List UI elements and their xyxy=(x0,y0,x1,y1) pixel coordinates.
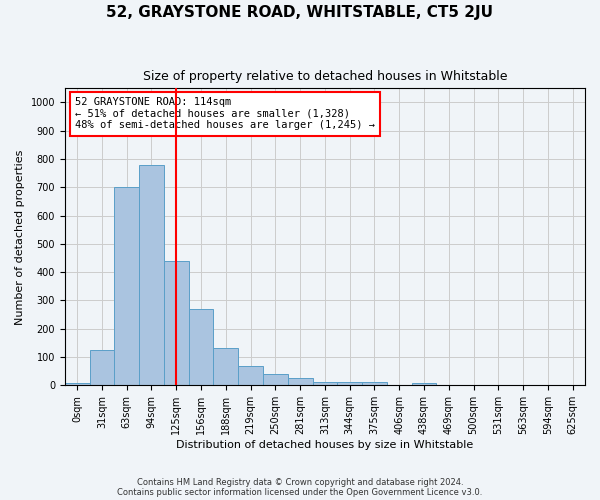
Bar xyxy=(139,164,164,386)
Bar xyxy=(313,382,337,386)
X-axis label: Distribution of detached houses by size in Whitstable: Distribution of detached houses by size … xyxy=(176,440,473,450)
Text: 52, GRAYSTONE ROAD, WHITSTABLE, CT5 2JU: 52, GRAYSTONE ROAD, WHITSTABLE, CT5 2JU xyxy=(107,5,493,20)
Y-axis label: Number of detached properties: Number of detached properties xyxy=(15,149,25,324)
Bar xyxy=(238,366,263,386)
Bar xyxy=(65,383,89,386)
Bar xyxy=(214,348,238,386)
Bar xyxy=(362,382,387,386)
Bar xyxy=(263,374,288,386)
Bar xyxy=(115,188,139,386)
Text: 52 GRAYSTONE ROAD: 114sqm
← 51% of detached houses are smaller (1,328)
48% of se: 52 GRAYSTONE ROAD: 114sqm ← 51% of detac… xyxy=(75,97,375,130)
Bar xyxy=(89,350,115,386)
Text: Contains HM Land Registry data © Crown copyright and database right 2024.
Contai: Contains HM Land Registry data © Crown c… xyxy=(118,478,482,497)
Bar xyxy=(164,261,188,386)
Bar xyxy=(188,309,214,386)
Bar xyxy=(337,382,362,386)
Bar xyxy=(412,383,436,386)
Bar xyxy=(288,378,313,386)
Title: Size of property relative to detached houses in Whitstable: Size of property relative to detached ho… xyxy=(143,70,507,83)
